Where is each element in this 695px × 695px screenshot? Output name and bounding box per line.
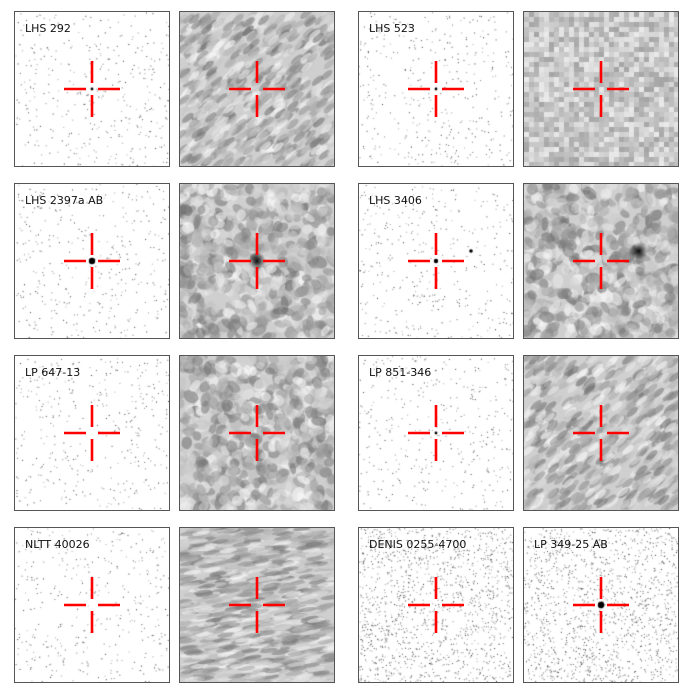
panel-lhs-292-optical: LHS 292 <box>14 11 170 167</box>
crosshair <box>573 577 629 633</box>
panel-label: LP 851-346 <box>369 366 432 379</box>
panel-denis-0255-4700-optical: DENIS 0255-4700 <box>358 527 514 683</box>
panel-lp-647-13-radio <box>179 355 335 511</box>
panel-label: NLTT 40026 <box>25 538 90 551</box>
optical-image <box>15 12 169 166</box>
crosshair <box>64 233 120 289</box>
radio-image <box>180 12 334 166</box>
panel-lhs-523-radio <box>523 11 679 167</box>
optical-image <box>359 528 513 682</box>
optical-image <box>359 184 513 338</box>
crosshair <box>64 405 120 461</box>
optical-image <box>359 12 513 166</box>
panel-label: LP 647-13 <box>25 366 81 379</box>
panel-lhs-292-radio <box>179 11 335 167</box>
radio-image <box>524 356 678 510</box>
panel-label: DENIS 0255-4700 <box>369 538 467 551</box>
optical-image <box>524 528 678 682</box>
panel-lhs-3406-radio <box>523 183 679 339</box>
crosshair <box>229 233 285 289</box>
radio-image <box>524 184 678 338</box>
panel-lhs-523-optical: LHS 523 <box>358 11 514 167</box>
crosshair <box>64 61 120 117</box>
panel-nltt-40026-optical: NLTT 40026 <box>14 527 170 683</box>
optical-image <box>15 184 169 338</box>
optical-image <box>359 356 513 510</box>
crosshair <box>408 61 464 117</box>
panel-lp-851-346-optical: LP 851-346 <box>358 355 514 511</box>
panel-label: LHS 292 <box>25 22 71 35</box>
panel-lp-851-346-radio <box>523 355 679 511</box>
crosshair <box>573 61 629 117</box>
crosshair <box>229 577 285 633</box>
panel-lp-647-13-optical: LP 647-13 <box>14 355 170 511</box>
radio-image <box>180 528 334 682</box>
crosshair <box>573 405 629 461</box>
panel-nltt-40026-radio <box>179 527 335 683</box>
crosshair <box>229 405 285 461</box>
panel-lhs-2397a-optical: LHS 2397a AB <box>14 183 170 339</box>
panel-lhs-2397a-radio <box>179 183 335 339</box>
radio-image <box>180 356 334 510</box>
radio-image <box>180 184 334 338</box>
panel-label: LP 349-25 AB <box>534 538 608 551</box>
panel-label: LHS 3406 <box>369 194 422 207</box>
panel-lp-349-25-ab-optical: LP 349-25 AB <box>523 527 679 683</box>
crosshair <box>64 577 120 633</box>
optical-image <box>15 356 169 510</box>
crosshair <box>408 233 464 289</box>
crosshair <box>229 61 285 117</box>
crosshair <box>573 233 629 289</box>
panel-label: LHS 523 <box>369 22 415 35</box>
panel-lhs-3406-optical: LHS 3406 <box>358 183 514 339</box>
crosshair <box>408 405 464 461</box>
panel-label: LHS 2397a AB <box>25 194 104 207</box>
optical-image <box>15 528 169 682</box>
crosshair <box>408 577 464 633</box>
radio-image <box>524 12 678 166</box>
